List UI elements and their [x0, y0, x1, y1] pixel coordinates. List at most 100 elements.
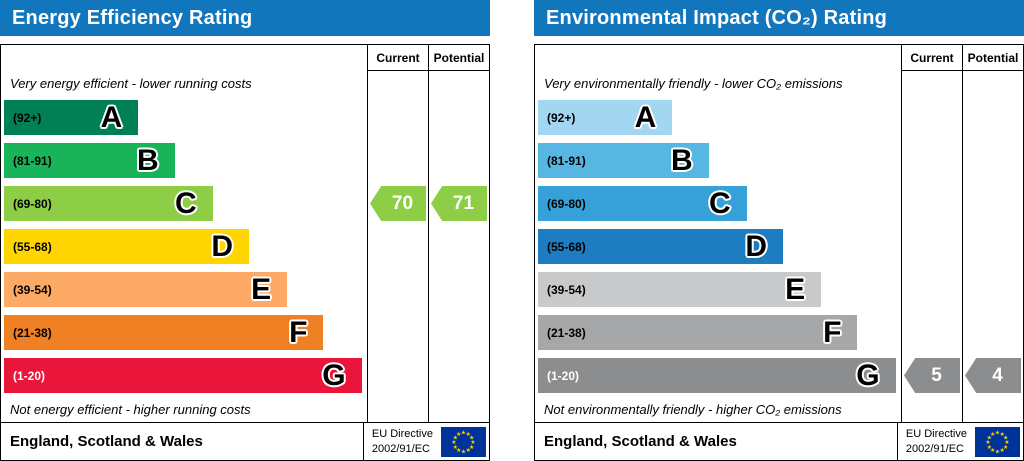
band-bar-b: (81-91) B — [538, 143, 709, 178]
potential-column-header: Potential — [962, 45, 1023, 71]
svg-text:★: ★ — [1003, 443, 1008, 450]
svg-text:★: ★ — [990, 447, 995, 454]
current-cell — [901, 311, 962, 354]
potential-cell — [962, 96, 1023, 139]
band-range: (1-20) — [13, 368, 46, 383]
potential-cell — [428, 268, 489, 311]
band-bar-a: (92+) A — [4, 100, 139, 135]
eu-flag-icon: ★ ★ ★ ★ ★ ★ ★ ★ ★ ★ ★ ★ — [441, 423, 489, 460]
eu-directive-label: EU Directive 2002/91/EC — [362, 423, 441, 460]
current-cell — [367, 225, 428, 268]
band-range: (92+) — [13, 110, 42, 125]
current-cell — [901, 225, 962, 268]
svg-text:★: ★ — [466, 430, 471, 437]
svg-text:★: ★ — [1000, 430, 1005, 437]
svg-text:★: ★ — [461, 429, 466, 436]
current-cell — [367, 139, 428, 182]
band-letter: G — [322, 358, 346, 392]
svg-text:★: ★ — [987, 443, 992, 450]
potential-column-cell — [428, 397, 489, 422]
environmental-impact-rating-chart: Environmental Impact (CO₂) Rating Curren… — [534, 0, 1024, 461]
chart-footer: England, Scotland & Wales EU Directive 2… — [1, 422, 489, 460]
directive-line-1: EU Directive — [371, 428, 433, 441]
band-row-f: (21-38) F — [535, 311, 901, 354]
svg-text:★: ★ — [451, 439, 456, 446]
rating-grid: Current Potential Very energy efficient … — [1, 45, 489, 422]
potential-column-cell — [962, 71, 1023, 96]
band-letter: A — [634, 100, 657, 134]
band-row-b: (81-91) B — [1, 139, 367, 182]
svg-text:★: ★ — [461, 448, 466, 455]
band-row-g: (1-20) G — [535, 354, 901, 397]
top-note: Very environmentally friendly - lower CO… — [544, 76, 843, 91]
current-value-arrow: 70 — [370, 186, 426, 221]
current-value-arrow: 5 — [904, 358, 960, 393]
potential-value-arrow: 71 — [431, 186, 487, 221]
band-letter: E — [785, 272, 806, 306]
svg-text:★: ★ — [456, 430, 461, 437]
band-row-e: (39-54) E — [1, 268, 367, 311]
current-column-cell — [367, 71, 428, 96]
band-row-d: (55-68) D — [1, 225, 367, 268]
band-bar-a: (92+) A — [538, 100, 673, 135]
band-bar-f: (21-38) F — [538, 315, 858, 350]
potential-cell: 71 — [428, 182, 489, 225]
band-row-a: (92+) A — [1, 96, 367, 139]
band-range: (39-54) — [547, 282, 586, 297]
current-cell: 5 — [901, 354, 962, 397]
svg-text:★: ★ — [995, 429, 1000, 436]
band-letter: F — [823, 315, 842, 349]
potential-cell — [428, 354, 489, 397]
potential-cell: 4 — [962, 354, 1023, 397]
band-letter: E — [251, 272, 272, 306]
energy-efficiency-rating-chart: Energy Efficiency Rating Current Potenti… — [0, 0, 490, 461]
svg-text:★: ★ — [453, 443, 458, 450]
band-range: (69-80) — [13, 196, 52, 211]
band-letter: B — [136, 143, 159, 177]
band-row-a: (92+) A — [535, 96, 901, 139]
potential-cell — [962, 182, 1023, 225]
chart-title: Energy Efficiency Rating — [0, 0, 490, 36]
current-column-cell — [367, 397, 428, 422]
band-range: (21-38) — [13, 325, 52, 340]
svg-text:★: ★ — [456, 447, 461, 454]
band-bar-g: (1-20) G — [538, 358, 896, 393]
current-column-header: Current — [367, 45, 428, 71]
grid-spacer — [535, 45, 901, 71]
potential-cell — [962, 139, 1023, 182]
chart-box: Current Potential Very environmentally f… — [534, 44, 1024, 461]
band-range: (69-80) — [547, 196, 586, 211]
directive-line-2: 2002/91/EC — [905, 442, 964, 455]
band-range: (39-54) — [13, 282, 52, 297]
band-letter: F — [289, 315, 308, 349]
top-note: Very energy efficient - lower running co… — [10, 76, 252, 91]
chart-title: Environmental Impact (CO₂) Rating — [534, 0, 1024, 36]
band-bar-d: (55-68) D — [4, 229, 250, 264]
current-cell — [901, 96, 962, 139]
band-letter: C — [709, 186, 731, 220]
band-bar-g: (1-20) G — [4, 358, 362, 393]
potential-cell — [428, 139, 489, 182]
svg-text:★: ★ — [987, 434, 992, 441]
svg-text:★: ★ — [469, 434, 474, 441]
chart-footer: England, Scotland & Wales EU Directive 2… — [535, 422, 1023, 460]
current-cell — [367, 96, 428, 139]
current-column-header: Current — [901, 45, 962, 71]
band-bar-c: (69-80) C — [4, 186, 213, 221]
band-range: (81-91) — [547, 153, 586, 168]
bottom-note: Not energy efficient - higher running co… — [10, 402, 251, 417]
potential-column-header: Potential — [428, 45, 489, 71]
band-row-e: (39-54) E — [535, 268, 901, 311]
band-range: (55-68) — [13, 239, 52, 254]
potential-cell — [962, 225, 1023, 268]
current-cell — [367, 311, 428, 354]
potential-value-arrow: 4 — [965, 358, 1021, 393]
eu-flag-icon: ★ ★ ★ ★ ★ ★ ★ ★ ★ ★ ★ ★ — [975, 423, 1023, 460]
band-row-g: (1-20) G — [1, 354, 367, 397]
svg-text:★: ★ — [1004, 439, 1009, 446]
potential-column-cell — [428, 71, 489, 96]
current-column-cell — [901, 71, 962, 96]
current-cell — [901, 139, 962, 182]
band-letter: B — [670, 143, 693, 177]
